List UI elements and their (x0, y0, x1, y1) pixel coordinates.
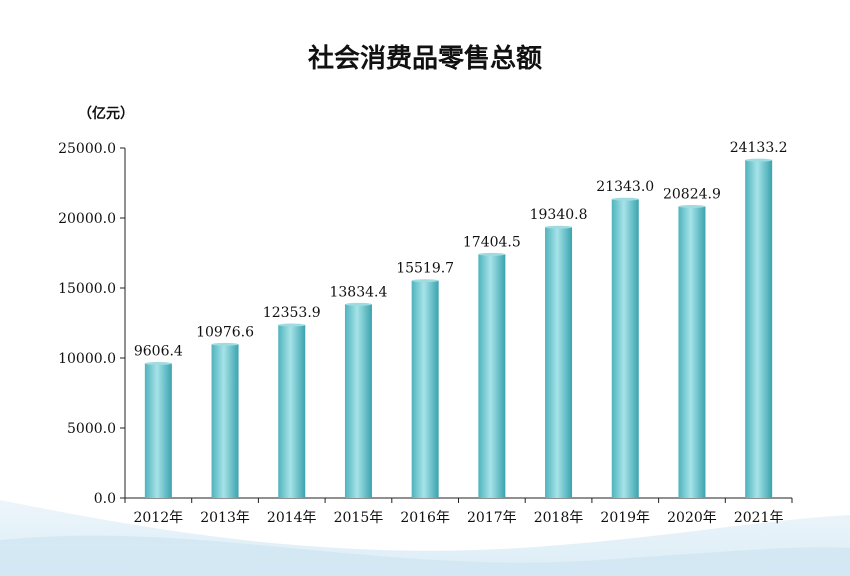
y-tick-label: 10000.0 (58, 351, 116, 367)
x-tick-label: 2014年 (267, 510, 317, 526)
bar-value-label: 13834.4 (329, 284, 387, 300)
bar (278, 325, 306, 498)
bar-value-label: 17404.5 (463, 234, 521, 250)
bar-top-cap (478, 252, 506, 256)
bar-value-label: 15519.7 (396, 261, 454, 277)
y-tick-label: 15000.0 (58, 281, 116, 297)
x-tick-label: 2020年 (667, 510, 717, 526)
bar (545, 227, 573, 498)
bar (745, 160, 773, 498)
y-tick-label: 5000.0 (67, 421, 116, 437)
x-tick-label: 2016年 (400, 510, 450, 526)
bar-top-cap (144, 362, 172, 366)
bar-top-cap (411, 279, 439, 283)
x-tick-label: 2012年 (134, 510, 184, 526)
bar (344, 304, 372, 498)
chart-title: 社会消费品零售总额 (307, 44, 542, 74)
y-axis-unit-label: （亿元） (78, 106, 134, 122)
bar (211, 344, 239, 498)
bar-top-cap (745, 158, 773, 162)
bar-value-label: 21343.0 (596, 179, 654, 195)
bar-top-cap (611, 197, 639, 201)
bar-value-label: 19340.8 (530, 207, 588, 223)
bar-value-label: 24133.2 (730, 140, 788, 156)
bar (411, 280, 439, 498)
bar (611, 199, 639, 498)
x-tick-label: 2021年 (734, 510, 784, 526)
bar (678, 206, 706, 498)
x-tick-label: 2018年 (534, 510, 584, 526)
bar-value-label: 9606.4 (134, 344, 183, 360)
x-tick-label: 2015年 (334, 510, 384, 526)
y-tick-label: 25000.0 (58, 141, 116, 157)
x-tick-label: 2019年 (600, 510, 650, 526)
bar (144, 363, 172, 498)
bar-value-label: 12353.9 (263, 305, 321, 321)
x-tick-label: 2017年 (467, 510, 517, 526)
bar-value-label: 10976.6 (196, 324, 254, 340)
bar-top-cap (344, 302, 372, 306)
y-tick-label: 20000.0 (58, 211, 116, 227)
bar-top-cap (211, 342, 239, 346)
bar-top-cap (678, 204, 706, 208)
y-tick-label: 0.0 (94, 491, 116, 507)
bar-top-cap (278, 323, 306, 327)
bar-top-cap (545, 225, 573, 229)
x-tick-label: 2013年 (200, 510, 250, 526)
bar-value-label: 20824.9 (663, 186, 721, 202)
bar (478, 254, 506, 498)
